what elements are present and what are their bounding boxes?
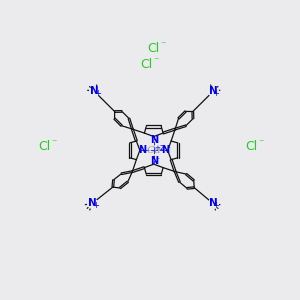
Text: Cl: Cl (245, 140, 257, 153)
Text: Cl: Cl (140, 58, 153, 71)
Text: N: N (139, 145, 147, 155)
Text: N: N (90, 86, 99, 96)
Text: N: N (209, 86, 218, 96)
Text: Cu: Cu (146, 146, 161, 155)
Text: ⁻: ⁻ (155, 155, 160, 164)
Text: N: N (150, 134, 158, 145)
Text: +: + (213, 201, 220, 210)
Text: ⁻: ⁻ (167, 144, 171, 153)
Text: ⁻: ⁻ (161, 40, 166, 50)
Text: N: N (150, 156, 158, 167)
Text: N: N (209, 199, 218, 208)
Text: N: N (88, 199, 97, 208)
Text: ⁻: ⁻ (258, 138, 264, 148)
Text: +: + (94, 89, 101, 98)
Text: Cl: Cl (38, 140, 50, 153)
Text: +: + (213, 89, 220, 98)
Text: +2: +2 (154, 146, 165, 152)
Text: ⁻: ⁻ (52, 138, 57, 148)
Text: Cl: Cl (147, 42, 160, 55)
Text: N: N (161, 145, 169, 155)
Text: +: + (92, 201, 99, 210)
Text: ⁻: ⁻ (154, 56, 159, 66)
